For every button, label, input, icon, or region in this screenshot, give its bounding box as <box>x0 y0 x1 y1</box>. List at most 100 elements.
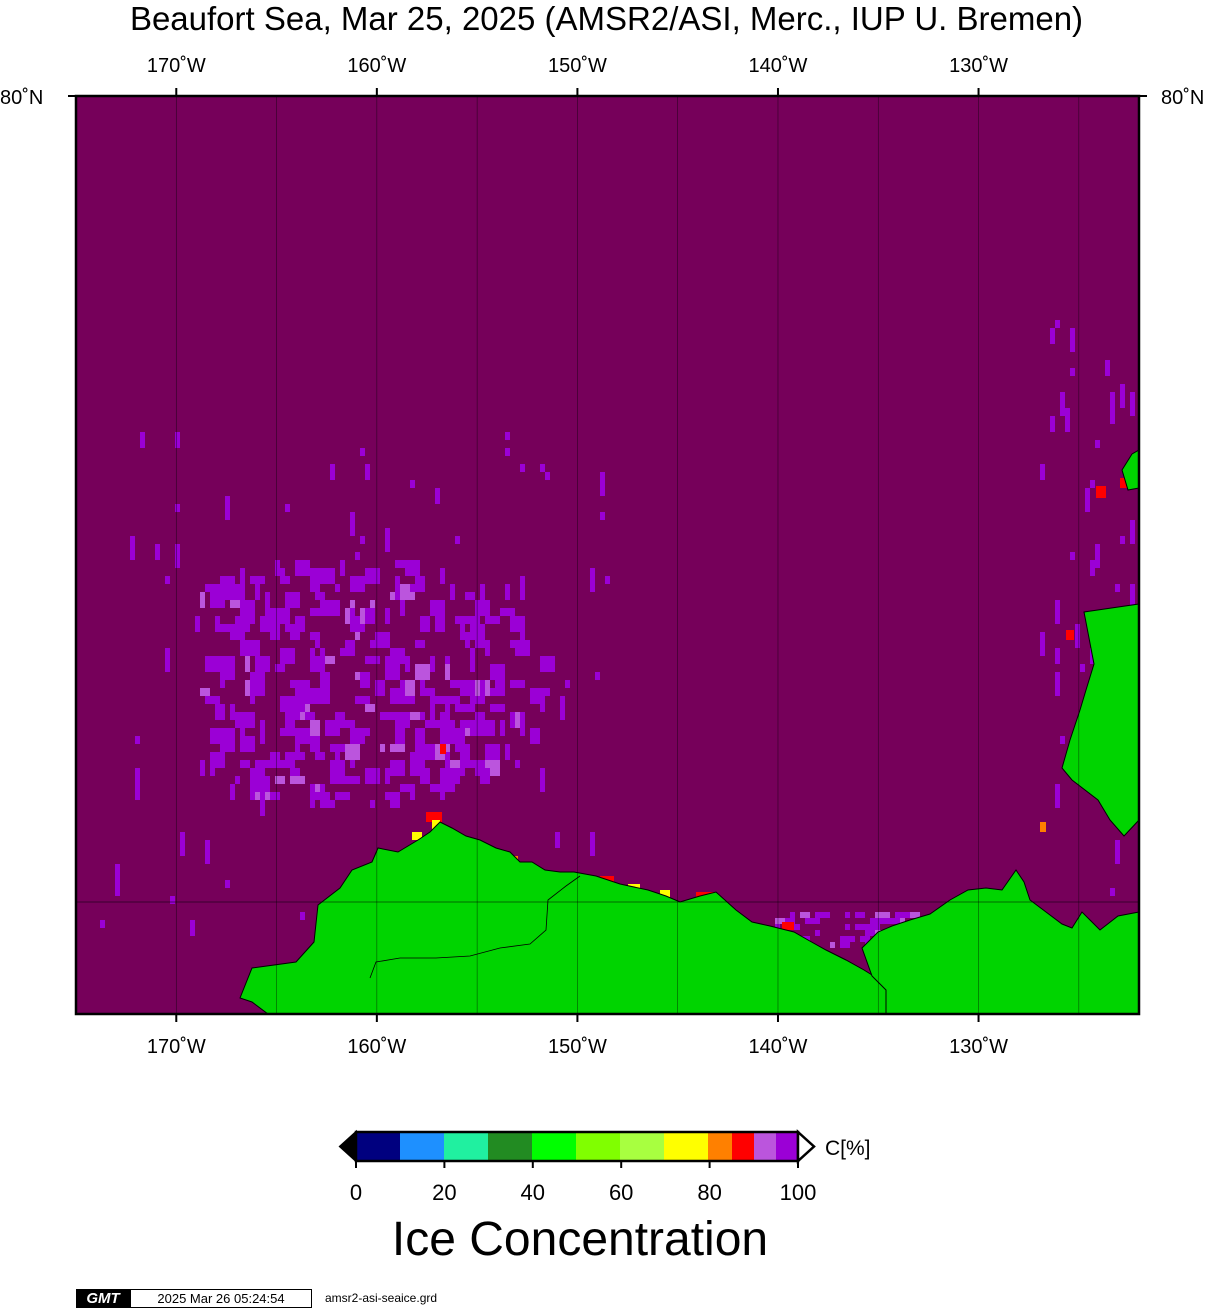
ice-patch <box>1050 328 1055 344</box>
ice-patch <box>380 712 395 720</box>
ice-patch <box>455 536 460 544</box>
ice-patch <box>355 552 360 560</box>
ice-patch <box>1120 536 1125 544</box>
ice-patch <box>365 656 380 664</box>
ice-patch <box>360 672 370 688</box>
ice-patch <box>865 930 875 936</box>
ice-patch <box>270 792 280 800</box>
ice-patch <box>560 696 565 720</box>
colorbar-tick-label: 100 <box>779 1180 817 1205</box>
ice-patch <box>320 672 330 688</box>
ice-patch <box>335 752 340 760</box>
ice-patch <box>485 616 500 624</box>
meridian-lines <box>175 96 1080 1014</box>
ice-patch <box>230 632 245 640</box>
ice-patch <box>210 736 225 744</box>
ice-patch <box>590 568 595 592</box>
ice-patch <box>515 640 530 656</box>
ice-patch <box>410 768 425 776</box>
ice-patch <box>780 918 795 924</box>
ice-patch <box>335 792 350 800</box>
ice-patch <box>390 688 400 704</box>
ice-patch <box>870 918 885 924</box>
ice-patch <box>605 576 610 584</box>
ice-patch <box>235 776 240 784</box>
colorbar-tick-label: 80 <box>697 1180 722 1205</box>
ice-patch <box>420 616 430 632</box>
ice-patch <box>370 640 380 648</box>
colorbar-swatch <box>620 1132 664 1161</box>
ice-patch <box>445 752 450 768</box>
ice-patch <box>320 688 325 704</box>
ice-patch <box>590 832 595 856</box>
ice-patch <box>260 720 265 744</box>
ice-patch <box>1055 320 1060 328</box>
ice-patch <box>250 696 255 704</box>
ice-patch <box>235 616 240 632</box>
ice-patch <box>530 728 540 744</box>
ice-patch <box>390 712 405 720</box>
ice-patch <box>815 930 820 936</box>
ice-patch <box>245 656 250 672</box>
ice-patch <box>475 712 485 720</box>
low-ice-patch <box>440 744 446 754</box>
ice-patch <box>365 704 375 712</box>
ice-patch <box>130 536 135 560</box>
ice-patch <box>395 728 405 744</box>
ice-patch <box>310 736 320 752</box>
low-ice-patch <box>1120 478 1128 488</box>
ice-patch <box>500 720 505 736</box>
ice-patch <box>560 696 565 704</box>
ice-patch <box>215 616 220 632</box>
ice-patch <box>455 616 470 624</box>
colorbar-swatch <box>708 1132 732 1161</box>
ice-patch <box>315 664 320 672</box>
ice-patch <box>540 768 545 792</box>
ice-patch <box>470 696 475 712</box>
ice-patch <box>435 488 440 504</box>
ice-patch <box>540 656 555 672</box>
colorbar-swatch <box>400 1132 444 1161</box>
colorbar-swatch <box>532 1132 576 1161</box>
ice-patch <box>370 800 375 808</box>
ice-patch <box>240 640 245 656</box>
colorbar-tick-label: 60 <box>608 1180 634 1205</box>
ice-patch <box>365 464 370 480</box>
ice-patch <box>445 696 460 704</box>
ice-patch <box>490 664 505 672</box>
ice-patch <box>415 728 420 736</box>
ice-patch <box>870 924 880 930</box>
ice-patch <box>405 656 410 672</box>
ice-patch <box>200 760 205 776</box>
ice-patch <box>265 616 270 632</box>
ice-patch <box>490 704 505 712</box>
ice-patch <box>325 600 340 616</box>
ice-patch <box>1055 784 1060 808</box>
ice-patch <box>1070 368 1075 376</box>
ice-patch <box>1110 888 1115 896</box>
ice-patch <box>285 712 300 720</box>
ice-patch <box>505 744 510 760</box>
ice-patch <box>210 696 215 704</box>
ice-patch <box>350 512 355 536</box>
ice-patch <box>1055 672 1060 696</box>
ice-patch <box>1110 400 1115 424</box>
ice-patch <box>190 920 195 936</box>
ice-patch <box>840 942 850 948</box>
ice-patch <box>180 832 185 856</box>
ice-patch <box>135 784 140 800</box>
ice-patch <box>445 656 450 664</box>
ice-patch <box>600 512 605 520</box>
ice-patch <box>830 942 835 948</box>
map-title: Beaufort Sea, Mar 25, 2025 (AMSR2/ASI, M… <box>129 0 1084 37</box>
ice-patch <box>225 496 230 520</box>
ice-patch <box>170 896 175 904</box>
ice-patch <box>465 744 470 760</box>
ice-patch <box>135 768 140 784</box>
ice-patch <box>355 632 360 640</box>
ice-patch <box>220 744 235 752</box>
ice-patch <box>1065 408 1070 432</box>
ice-patch <box>280 656 290 664</box>
ice-patch <box>1050 416 1055 432</box>
ice-patch <box>520 576 525 600</box>
